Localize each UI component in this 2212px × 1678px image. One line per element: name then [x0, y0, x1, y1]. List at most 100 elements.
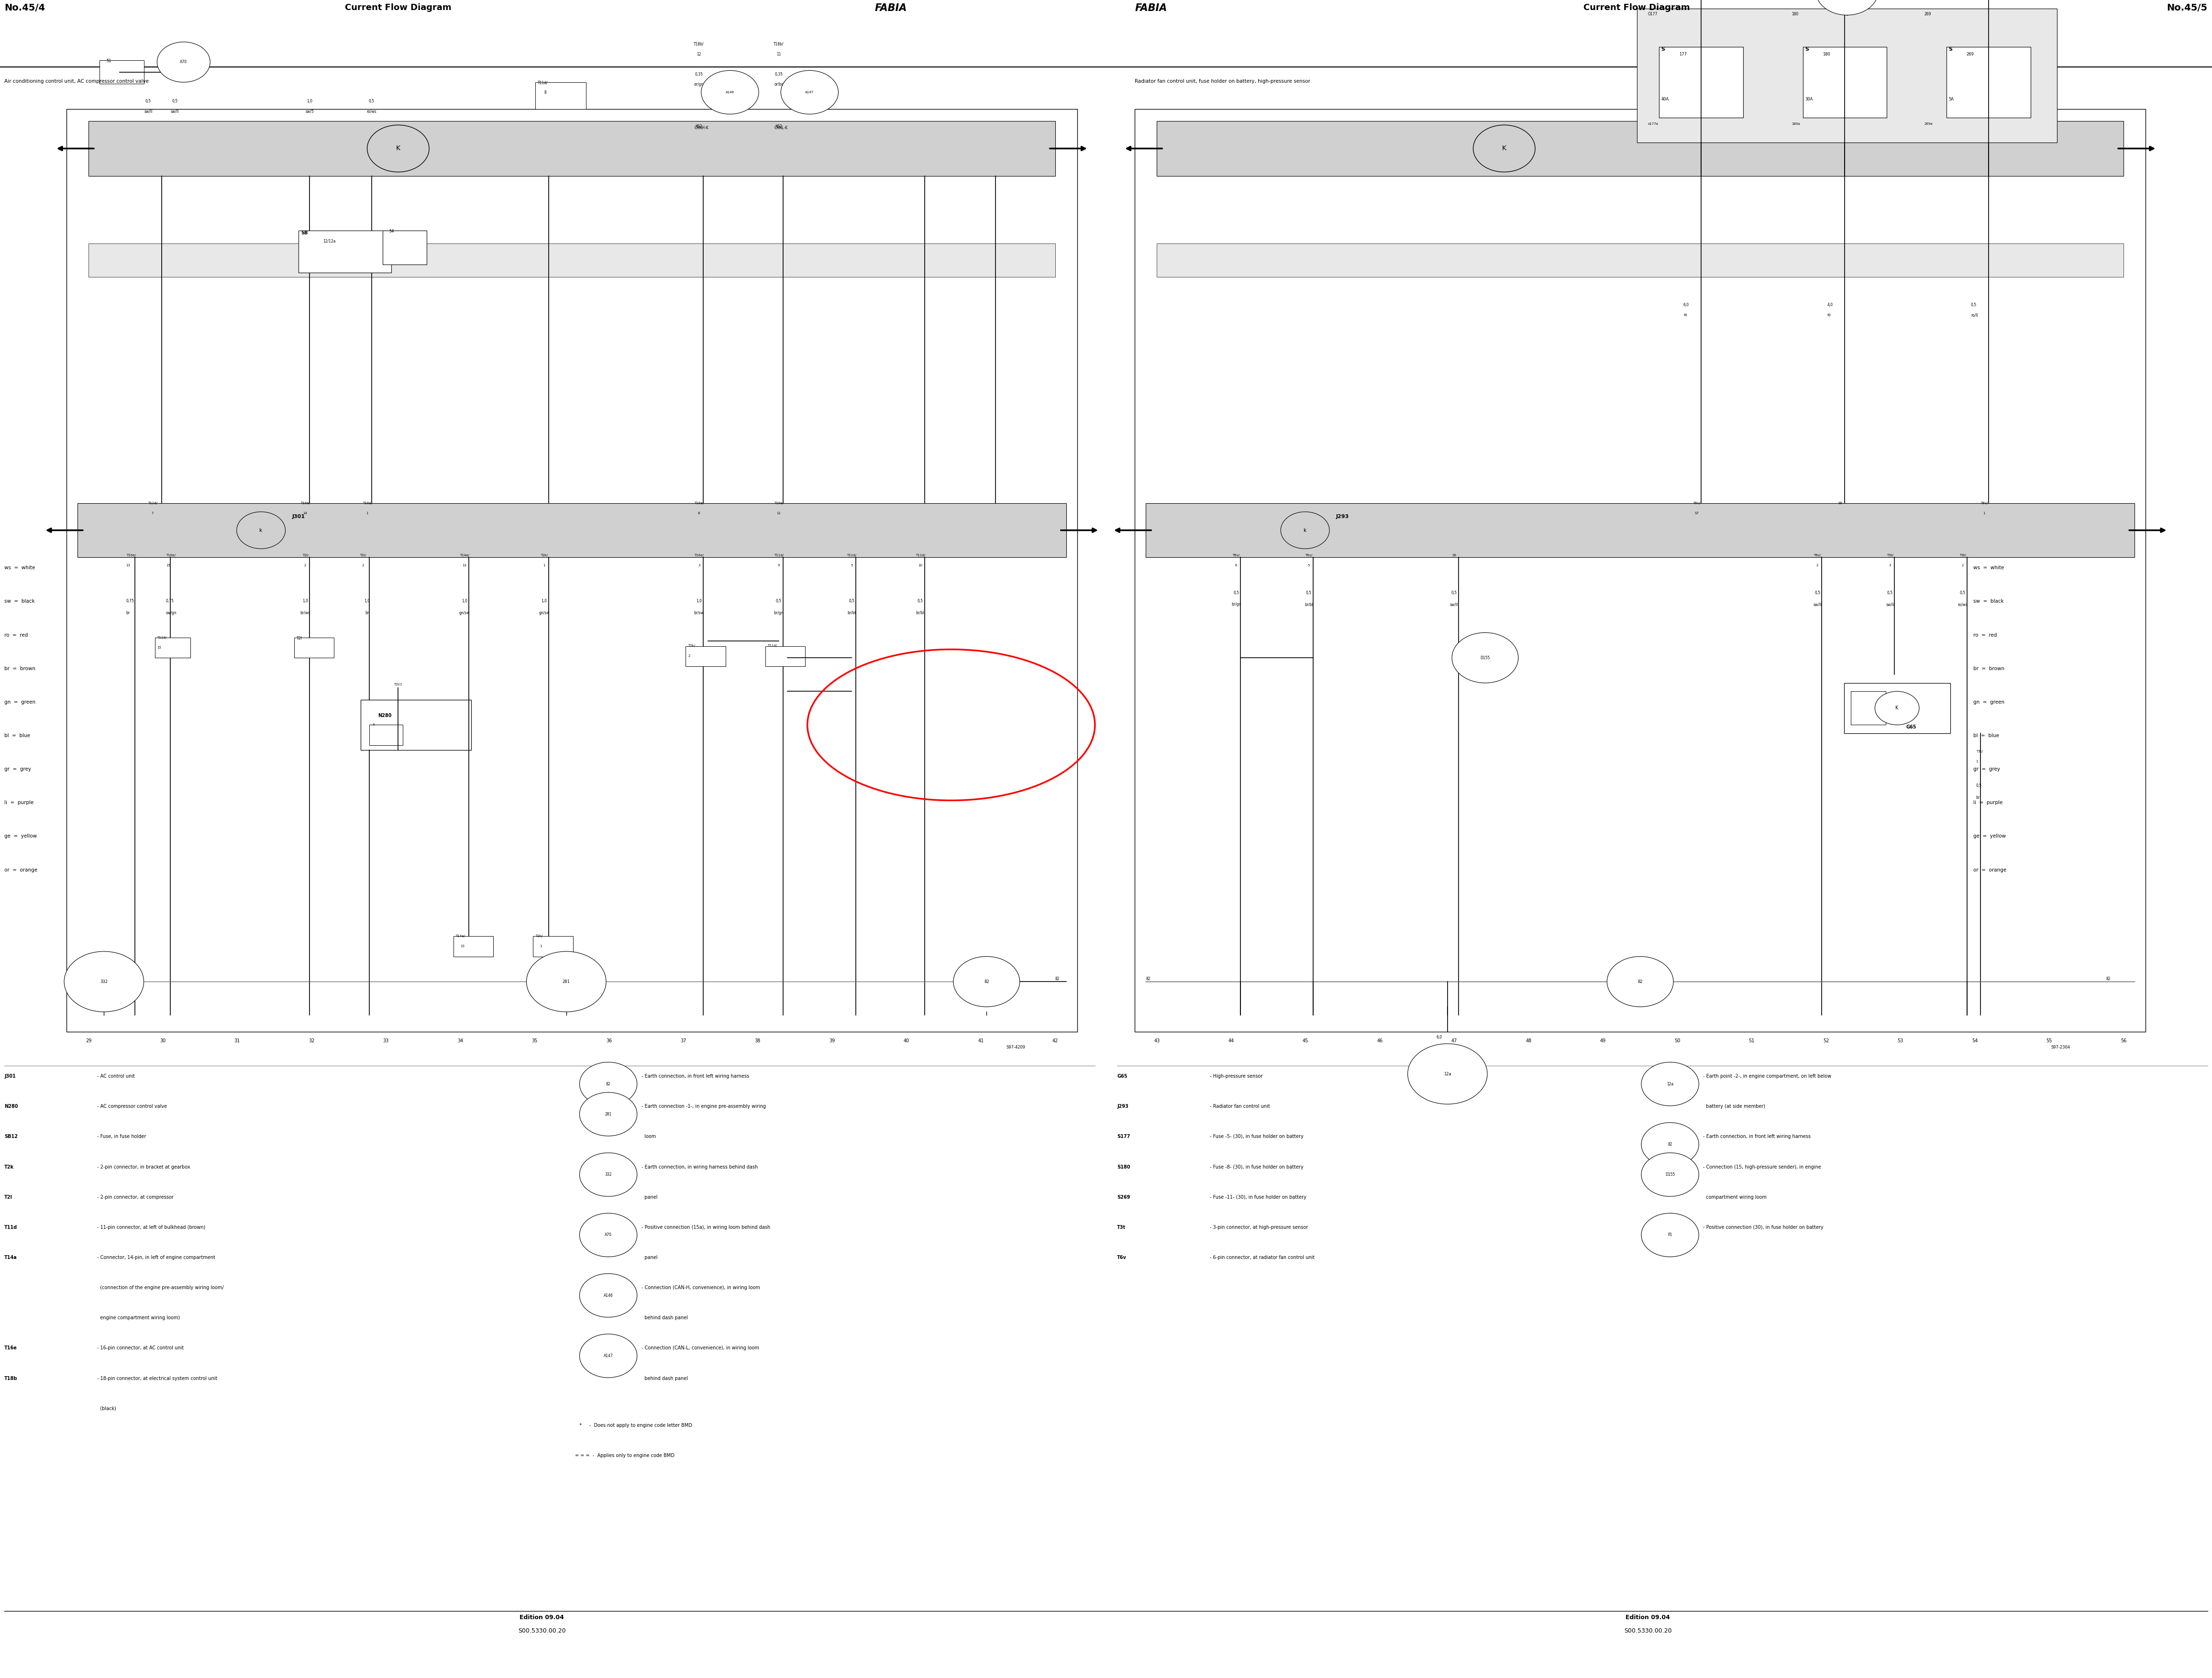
- Text: N280: N280: [378, 713, 392, 718]
- Text: 12: 12: [697, 52, 701, 57]
- Bar: [294, 638, 334, 658]
- Text: T11d/: T11d/: [148, 502, 157, 505]
- Text: 37: 37: [681, 1039, 686, 1044]
- Text: 1,0: 1,0: [365, 599, 369, 604]
- Text: 30: 30: [159, 1039, 166, 1044]
- Text: bl  =  blue: bl = blue: [4, 733, 31, 738]
- Text: T14a/: T14a/: [460, 554, 469, 557]
- Text: 0,5: 0,5: [918, 599, 922, 604]
- Text: 0,5: 0,5: [1234, 591, 1239, 596]
- Text: Edition 09.04: Edition 09.04: [1626, 1614, 1670, 1621]
- Text: S7: S7: [1694, 512, 1699, 515]
- Bar: [88, 121, 1055, 176]
- Circle shape: [580, 1213, 637, 1257]
- Text: T18b: T18b: [4, 1376, 18, 1381]
- Text: bl  =  blue: bl = blue: [1973, 733, 2000, 738]
- Text: Current Flow Diagram: Current Flow Diagram: [345, 3, 451, 12]
- Text: G65: G65: [1907, 725, 1916, 730]
- Text: gr  =  grey: gr = grey: [4, 767, 31, 772]
- Text: gn/sw: gn/sw: [460, 611, 469, 616]
- Text: Radiator fan control unit, fuse holder on battery, high-pressure sensor: Radiator fan control unit, fuse holder o…: [1135, 79, 1310, 84]
- Text: T6v: T6v: [1117, 1255, 1126, 1260]
- Text: li  =  purple: li = purple: [1973, 800, 2002, 805]
- Text: - AC compressor control valve: - AC compressor control valve: [97, 1104, 168, 1109]
- Text: XS2: XS2: [695, 124, 703, 129]
- Text: panel: panel: [641, 1255, 657, 1260]
- Text: - Positive connection (15a), in wiring loom behind dash: - Positive connection (15a), in wiring l…: [641, 1225, 770, 1230]
- Bar: [1851, 691, 1887, 725]
- Text: - Connector, 14-pin, in left of engine compartment: - Connector, 14-pin, in left of engine c…: [97, 1255, 215, 1260]
- Text: Air conditioning control unit, AC compressor control valve: Air conditioning control unit, AC compre…: [4, 79, 148, 84]
- Text: br/bl: br/bl: [916, 611, 925, 616]
- Text: 53: 53: [1898, 1039, 1902, 1044]
- Text: 0,5: 0,5: [146, 99, 150, 104]
- Circle shape: [1816, 0, 1878, 15]
- Circle shape: [1281, 512, 1329, 549]
- Text: D155: D155: [1666, 1173, 1674, 1176]
- Text: 6,0: 6,0: [1683, 302, 1690, 307]
- Text: - 6-pin connector, at radiator fan control unit: - 6-pin connector, at radiator fan contr…: [1210, 1255, 1314, 1260]
- Text: - 2-pin connector, at compressor: - 2-pin connector, at compressor: [97, 1195, 175, 1200]
- Text: - 18-pin connector, at electrical system control unit: - 18-pin connector, at electrical system…: [97, 1376, 217, 1381]
- Text: or/gn: or/gn: [695, 82, 703, 87]
- Text: S: S: [1661, 47, 1666, 52]
- Text: - 11-pin connector, at left of bulkhead (brown): - 11-pin connector, at left of bulkhead …: [97, 1225, 206, 1230]
- Text: CANH-K: CANH-K: [695, 126, 708, 131]
- Text: T16e/: T16e/: [166, 554, 175, 557]
- Text: - Connection (CAN-H, convenience), in wiring loom: - Connection (CAN-H, convenience), in wi…: [641, 1285, 761, 1290]
- Text: T3t: T3t: [1117, 1225, 1126, 1230]
- Bar: [1947, 47, 2031, 117]
- Text: 0,5: 0,5: [1814, 591, 1820, 596]
- Text: 8: 8: [544, 91, 546, 96]
- Text: T2k/: T2k/: [540, 554, 549, 557]
- Text: ro/ll: ro/ll: [1971, 312, 1978, 317]
- Text: T16e/: T16e/: [126, 554, 135, 557]
- Text: compartment wiring loom: compartment wiring loom: [1703, 1195, 1767, 1200]
- Text: 12/12a: 12/12a: [323, 238, 336, 243]
- Bar: [1845, 683, 1951, 733]
- Text: T2k/: T2k/: [688, 644, 695, 648]
- Text: T11d: T11d: [4, 1225, 18, 1230]
- Text: 6,0: 6,0: [1436, 1035, 1442, 1040]
- Text: T6v/: T6v/: [1814, 554, 1820, 557]
- Text: S9: S9: [1838, 502, 1843, 505]
- Circle shape: [1641, 1062, 1699, 1106]
- Text: 29: 29: [1451, 554, 1455, 557]
- Text: T16e/: T16e/: [301, 502, 310, 505]
- Text: *     -  Does not apply to engine code letter BMD: * - Does not apply to engine code letter…: [575, 1423, 692, 1428]
- Text: 41: 41: [978, 1039, 984, 1044]
- Text: T6v/: T6v/: [1692, 502, 1701, 505]
- Circle shape: [237, 512, 285, 549]
- Circle shape: [1473, 126, 1535, 173]
- Text: S269: S269: [1117, 1195, 1130, 1200]
- Bar: [453, 936, 493, 956]
- Text: FABIA: FABIA: [1135, 3, 1168, 13]
- Text: 269a: 269a: [1924, 122, 1933, 126]
- Text: sw/ll: sw/ll: [170, 109, 179, 114]
- Text: S00.5330.00.20: S00.5330.00.20: [518, 1628, 566, 1634]
- Text: 13: 13: [462, 564, 467, 567]
- Text: - Fuse -8- (30), in fuse holder on battery: - Fuse -8- (30), in fuse holder on batte…: [1210, 1165, 1303, 1170]
- Text: - Earth point -2-, in engine compartment, on left below: - Earth point -2-, in engine compartment…: [1703, 1074, 1832, 1079]
- Text: - AC control unit: - AC control unit: [97, 1074, 135, 1079]
- Text: T11d/: T11d/: [538, 81, 549, 86]
- Text: 1,0: 1,0: [303, 599, 307, 604]
- Text: T6v/: T6v/: [1232, 554, 1239, 557]
- Text: T11d/: T11d/: [847, 554, 856, 557]
- Bar: [299, 230, 392, 272]
- Text: No.45/4: No.45/4: [4, 3, 44, 12]
- Text: 82: 82: [2106, 977, 2110, 982]
- Text: FABIA: FABIA: [874, 3, 907, 13]
- Text: 82: 82: [1668, 1143, 1672, 1146]
- Text: panel: panel: [641, 1195, 657, 1200]
- Text: A70: A70: [179, 60, 188, 64]
- Text: (connection of the engine pre-assembly wiring loom/: (connection of the engine pre-assembly w…: [97, 1285, 223, 1290]
- Text: T2l/: T2l/: [361, 554, 365, 557]
- Text: ro  =  red: ro = red: [4, 633, 29, 638]
- Text: K: K: [1896, 706, 1898, 710]
- Text: 13: 13: [126, 564, 131, 567]
- Text: T11d/: T11d/: [774, 554, 783, 557]
- Text: S177: S177: [1117, 1134, 1130, 1139]
- Text: battery (at side member): battery (at side member): [1703, 1104, 1765, 1109]
- Text: 50: 50: [1674, 1039, 1681, 1044]
